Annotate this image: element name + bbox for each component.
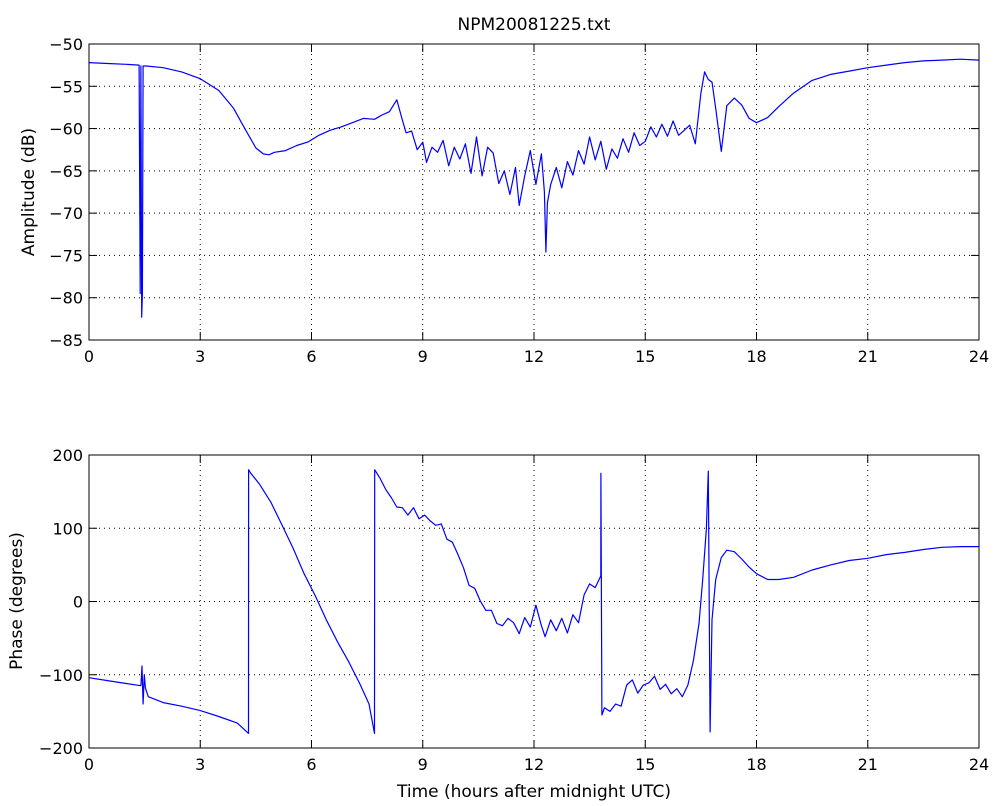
- phase-x-tick-label: 9: [418, 755, 428, 774]
- amplitude-x-tick-label: 6: [306, 347, 316, 366]
- phase-series: [88, 469, 979, 735]
- phase-series-line: [88, 469, 979, 735]
- phase-tick-labels: 0 3 6 9 12 15 18 21 24 −200 −100 0 100 200: [39, 446, 989, 774]
- phase-y-tick-label: 100: [52, 519, 83, 538]
- amplitude-series-line: [88, 58, 980, 318]
- phase-x-tick-label: 6: [306, 755, 316, 774]
- amplitude-x-tick-label: 18: [746, 347, 766, 366]
- phase-y-tick-label: 0: [73, 593, 83, 612]
- phase-x-tick-label: 15: [635, 755, 655, 774]
- amplitude-ticks: [88, 43, 980, 341]
- phase-x-tick-label: 18: [746, 755, 766, 774]
- amplitude-axes-box: [88, 43, 980, 341]
- phase-y-tick-label: −100: [39, 666, 83, 685]
- amplitude-y-tick-label: −50: [49, 35, 83, 54]
- phase-x-tick-label: 0: [84, 755, 94, 774]
- amplitude-y-tick-label: −65: [49, 162, 83, 181]
- amplitude-plot: 0 3 6 9 12 15 18 21 24 −85 −80 −75 −70 −65 −60 −55 −50 A…: [19, 35, 989, 366]
- phase-x-tick-label: 24: [969, 755, 989, 774]
- phase-x-axis-label: Time (hours after midnight UTC): [396, 782, 671, 802]
- amplitude-x-tick-label: 3: [195, 347, 205, 366]
- amplitude-y-tick-label: −60: [49, 120, 83, 139]
- amplitude-x-tick-label: 12: [524, 347, 544, 366]
- phase-x-tick-label: 12: [524, 755, 544, 774]
- phase-y-tick-label: −200: [39, 739, 83, 758]
- amplitude-y-tick-label: −70: [49, 204, 83, 223]
- amplitude-y-tick-label: −75: [49, 246, 83, 265]
- amplitude-tick-labels: 0 3 6 9 12 15 18 21 24 −85 −80 −75 −70 −65 −60 −55 −50: [49, 35, 989, 366]
- amplitude-x-tick-label: 21: [858, 347, 878, 366]
- phase-x-tick-label: 3: [195, 755, 205, 774]
- amplitude-x-tick-label: 24: [969, 347, 989, 366]
- amplitude-x-tick-label: 15: [635, 347, 655, 366]
- phase-grid: [89, 455, 979, 748]
- phase-x-tick-label: 21: [858, 755, 878, 774]
- amplitude-y-tick-label: −55: [49, 77, 83, 96]
- phase-plot: 0 3 6 9 12 15 18 21 24 −200 −100 0 100 200 Phase (deg…: [7, 446, 989, 802]
- phase-axes-box: [88, 454, 980, 749]
- amplitude-series: [88, 58, 980, 318]
- amplitude-y-tick-label: −80: [49, 289, 83, 308]
- phase-y-tick-label: 200: [52, 446, 83, 465]
- figure-title: NPM20081225.txt: [458, 15, 611, 35]
- amplitude-x-tick-label: 0: [84, 347, 94, 366]
- phase-y-axis-label: Phase (degrees): [7, 532, 27, 670]
- amplitude-y-tick-label: −85: [49, 331, 83, 350]
- amplitude-y-axis-label: Amplitude (dB): [19, 128, 39, 256]
- amplitude-x-tick-label: 9: [418, 347, 428, 366]
